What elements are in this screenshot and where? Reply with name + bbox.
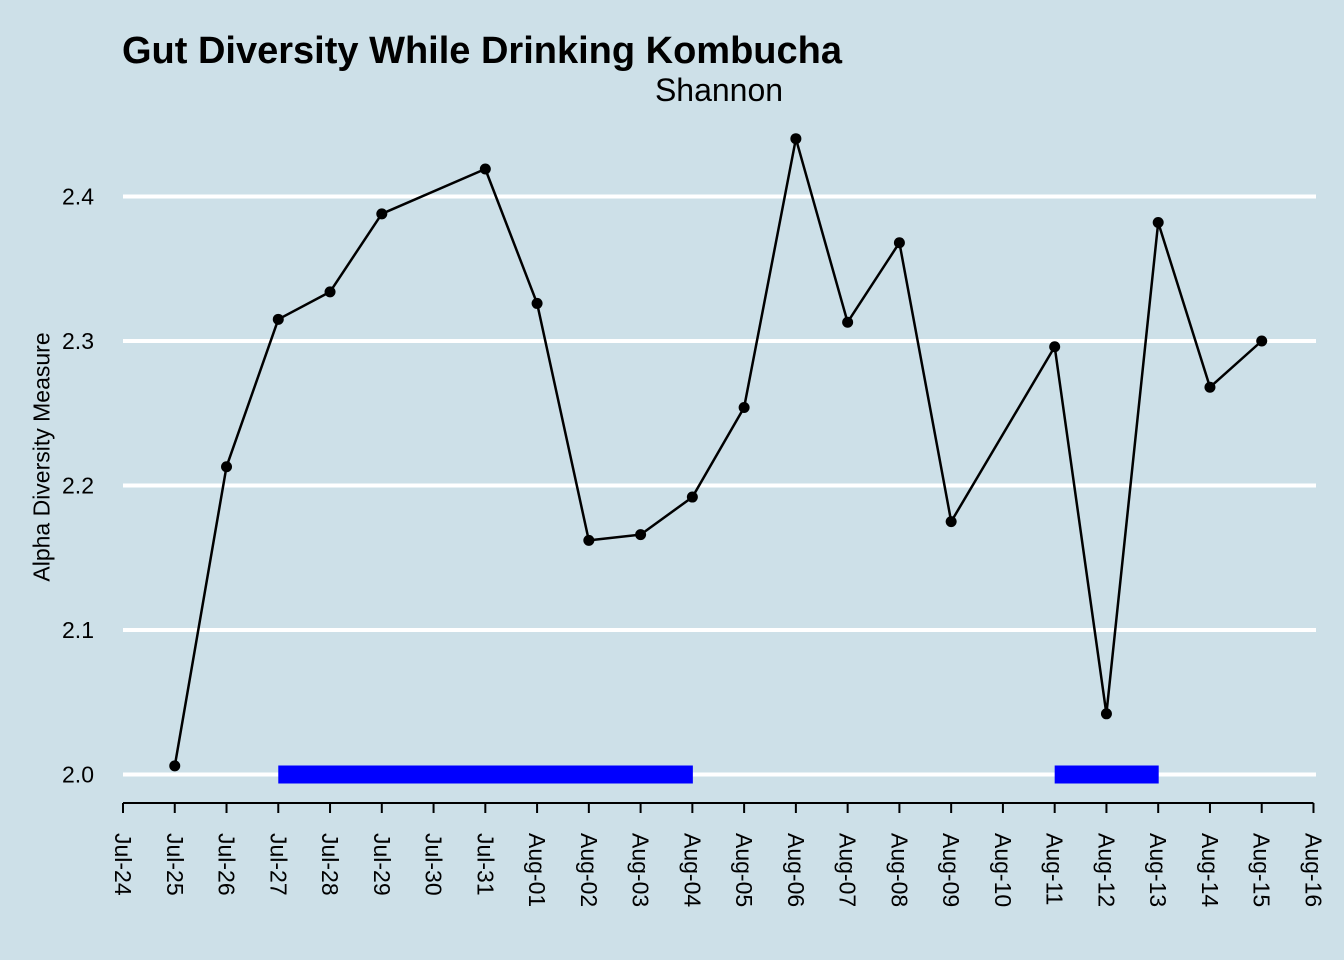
data-point xyxy=(376,208,388,220)
x-tick-label: Aug-09 xyxy=(938,833,964,907)
data-point xyxy=(272,313,284,325)
data-point xyxy=(1049,341,1061,353)
data-point xyxy=(893,237,905,249)
data-point xyxy=(1152,217,1164,229)
x-tick-label: Jul-25 xyxy=(162,833,188,896)
x-tick-label: Jul-31 xyxy=(472,833,498,896)
x-tick-label: Aug-16 xyxy=(1300,833,1326,907)
x-tick-label: Aug-15 xyxy=(1249,833,1275,907)
kombucha-bar xyxy=(537,765,590,784)
x-tick-label: Jul-24 xyxy=(110,833,136,896)
x-tick-label: Aug-14 xyxy=(1197,833,1223,907)
x-tick-label: Jul-28 xyxy=(317,833,343,896)
x-tick-label: Aug-01 xyxy=(524,833,550,907)
x-tick-label: Aug-13 xyxy=(1145,833,1171,907)
kombucha-bar xyxy=(433,765,486,784)
chart-subtitle: Shannon xyxy=(654,72,784,108)
y-tick-label: 2.3 xyxy=(62,328,94,354)
x-tick-label: Aug-03 xyxy=(628,833,654,907)
y-tick-label: 2.0 xyxy=(62,762,94,788)
data-point xyxy=(635,529,647,541)
data-point xyxy=(686,491,698,503)
kombucha-bar xyxy=(640,765,693,784)
kombucha-bar xyxy=(485,765,538,784)
data-point xyxy=(169,760,181,772)
kombucha-bar xyxy=(1106,765,1159,784)
data-point xyxy=(1100,708,1112,720)
data-point xyxy=(531,297,543,309)
data-point xyxy=(738,401,750,413)
x-tick-label: Jul-27 xyxy=(265,833,291,896)
y-tick-label: 2.4 xyxy=(62,184,94,210)
x-tick-label: Aug-02 xyxy=(576,833,602,907)
x-tick-label: Aug-06 xyxy=(783,833,809,907)
data-point xyxy=(790,133,802,145)
x-tick-label: Aug-08 xyxy=(886,833,912,907)
data-point xyxy=(842,316,854,328)
kombucha-bar xyxy=(588,765,642,784)
data-point xyxy=(945,516,957,528)
x-tick-label: Aug-07 xyxy=(835,833,861,907)
x-tick-label: Jul-29 xyxy=(369,833,395,896)
x-tick-label: Jul-30 xyxy=(421,833,447,896)
data-point xyxy=(1256,335,1268,347)
data-point xyxy=(221,461,233,473)
x-tick-label: Jul-26 xyxy=(214,833,240,896)
data-point xyxy=(324,286,336,298)
y-tick-label: 2.2 xyxy=(62,473,94,499)
data-point xyxy=(479,163,491,175)
x-tick-label: Aug-10 xyxy=(990,833,1016,907)
kombucha-bar xyxy=(1054,765,1107,784)
x-tick-label: Aug-11 xyxy=(1042,833,1068,905)
x-tick-label: Aug-12 xyxy=(1093,833,1119,907)
kombucha-bar xyxy=(330,765,383,784)
chart-title: Gut Diversity While Drinking Kombucha xyxy=(122,30,842,72)
data-point xyxy=(583,534,595,546)
kombucha-bar xyxy=(381,765,435,784)
y-tick-label: 2.1 xyxy=(62,617,94,643)
data-point xyxy=(1204,381,1216,393)
x-tick-label: Aug-05 xyxy=(731,833,757,907)
series-line xyxy=(173,137,1263,767)
kombucha-bar xyxy=(278,765,331,784)
x-tick-label: Aug-04 xyxy=(679,833,705,907)
